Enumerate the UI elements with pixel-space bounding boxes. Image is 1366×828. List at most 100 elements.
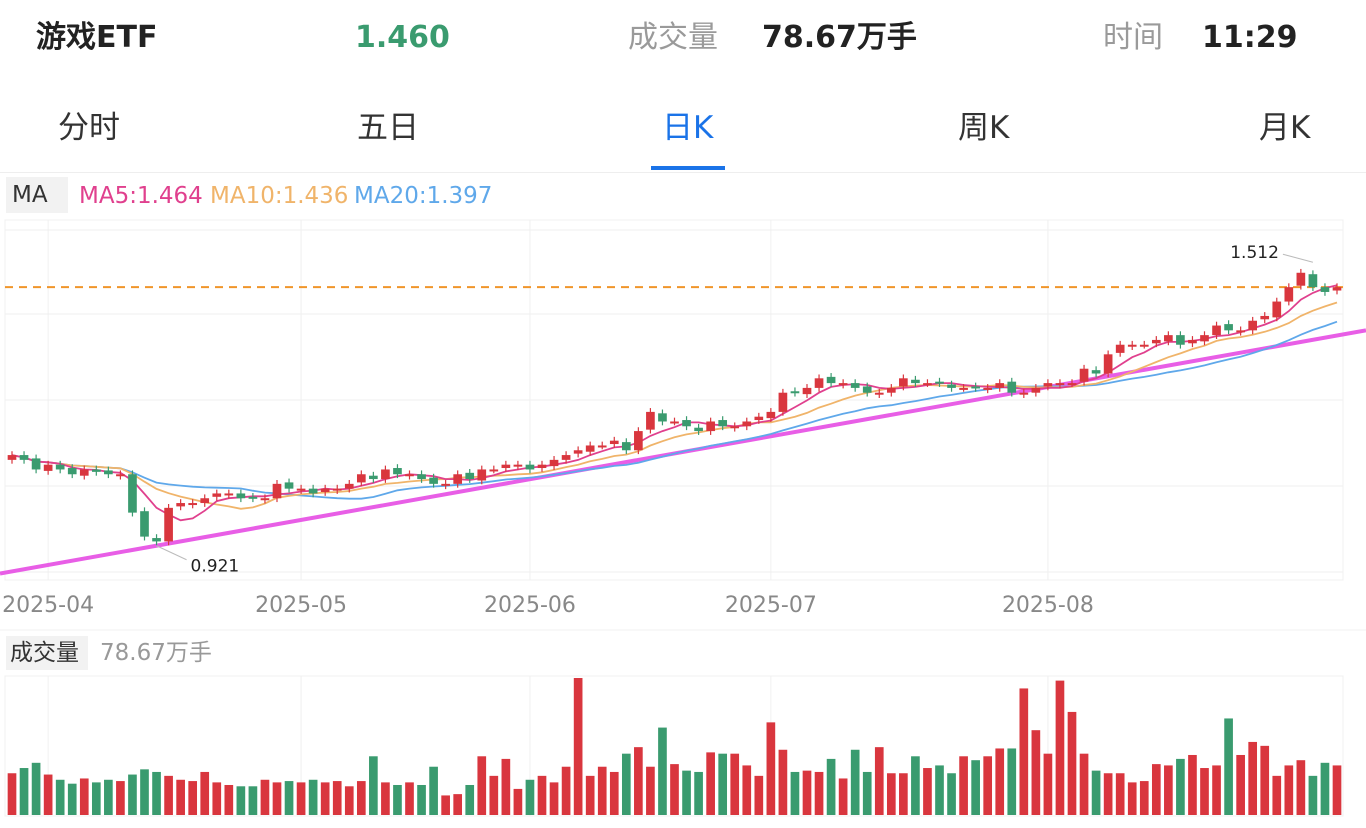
candle-body <box>19 455 29 460</box>
tab-five-day[interactable]: 五日 <box>357 110 419 146</box>
candle-body <box>344 483 354 489</box>
candle-body <box>1103 354 1113 374</box>
candle-body <box>393 468 402 475</box>
volume-bar <box>381 782 390 815</box>
volume-bar <box>320 782 330 815</box>
tab-weekly-k[interactable]: 周K <box>958 110 1010 146</box>
volume-indicator-value: 78.67万手 <box>100 640 212 666</box>
candle-body <box>152 538 161 542</box>
candle-body <box>224 493 234 496</box>
volume-bar <box>7 773 17 815</box>
volume-bar <box>850 749 860 815</box>
tab-intraday[interactable]: 分时 <box>58 110 120 146</box>
volume-bar <box>1224 718 1233 815</box>
candle-body <box>634 431 643 451</box>
volume-bar <box>19 768 29 815</box>
candle-body <box>1067 383 1077 386</box>
candle-body <box>947 384 956 388</box>
candle-body <box>537 464 547 469</box>
candle-body <box>441 483 450 486</box>
candle-body <box>116 474 125 477</box>
candle-body <box>959 387 968 390</box>
volume-bar <box>1200 768 1209 815</box>
volume-bar <box>1091 770 1101 815</box>
candle-body <box>1176 335 1185 345</box>
volume-bar <box>140 769 149 815</box>
candle-body <box>284 482 294 489</box>
volume-bar <box>152 771 161 815</box>
candle-body <box>525 464 535 470</box>
volume-bar <box>513 788 523 815</box>
volume-value: 78.67万手 <box>762 20 917 55</box>
candle-body <box>838 383 848 386</box>
candle-body <box>79 469 89 476</box>
volume-bar <box>1151 764 1161 815</box>
volume-bar <box>899 773 908 815</box>
volume-plot-area <box>4 675 1344 817</box>
volume-bar <box>453 794 463 815</box>
volume-bar <box>1115 773 1125 815</box>
volume-bar <box>573 678 583 815</box>
candle-body <box>983 387 993 390</box>
candle-body <box>862 386 872 393</box>
volume-bar <box>55 779 65 815</box>
candle-body <box>742 421 752 427</box>
candle-body <box>802 387 812 395</box>
ma10-value: MA10:1.436 <box>210 183 349 209</box>
volume-bar <box>284 781 294 815</box>
candle-body <box>513 464 523 467</box>
candle-body <box>91 469 101 472</box>
volume-bar <box>790 771 800 815</box>
candle-body <box>272 483 282 499</box>
candle-body <box>935 381 944 384</box>
max-price-label: 1.512 <box>1230 243 1279 263</box>
candle-body <box>7 455 17 460</box>
volume-bar <box>874 747 884 815</box>
candle-body <box>621 442 631 451</box>
tab-monthly-k[interactable]: 月K <box>1259 110 1311 146</box>
candle-body <box>1260 315 1270 320</box>
candle-body <box>236 493 246 499</box>
volume-bar <box>995 748 1005 815</box>
candle-body <box>1212 325 1221 336</box>
tab-daily-k[interactable]: 日K <box>662 110 714 146</box>
volume-bar <box>31 762 41 815</box>
ma10-line <box>11 301 1338 510</box>
candle-body <box>405 474 414 477</box>
candle-body <box>128 474 137 513</box>
volume-bar <box>116 781 125 815</box>
candle-body <box>718 420 728 427</box>
volume-bar <box>935 765 944 815</box>
candle-body <box>646 411 655 430</box>
volume-bar <box>634 747 643 815</box>
x-tick-label: 2025-06 <box>484 593 576 618</box>
candle-body <box>730 426 740 429</box>
volume-bar <box>826 758 836 815</box>
candle-body <box>706 421 715 432</box>
candle-body <box>911 379 920 384</box>
volume-bar <box>1260 745 1270 815</box>
candle-body <box>429 477 438 484</box>
volume-bar <box>224 784 234 815</box>
candle-body <box>549 459 559 467</box>
candle-body <box>1151 339 1161 344</box>
volume-bar <box>1320 762 1330 815</box>
volume-bar <box>260 779 270 815</box>
divider <box>0 172 1366 173</box>
current-price: 1.460 <box>355 20 450 55</box>
volume-bar <box>79 778 89 815</box>
candle-body <box>1272 301 1282 318</box>
ma-selector[interactable]: MA <box>6 177 68 213</box>
x-tick-label: 2025-08 <box>1002 593 1094 618</box>
candle-body <box>597 445 607 448</box>
volume-indicator-selector[interactable]: 成交量 <box>6 636 88 670</box>
candle-body <box>1224 324 1233 331</box>
fund-name: 游戏ETF <box>36 20 158 55</box>
candle-body <box>899 378 908 387</box>
period-tabs: 分时 五日 日K 周K 月K <box>0 92 1366 172</box>
volume-bar <box>441 795 450 815</box>
volume-bar <box>489 775 499 815</box>
volume-bar <box>561 766 571 815</box>
candle-body <box>1079 368 1089 382</box>
